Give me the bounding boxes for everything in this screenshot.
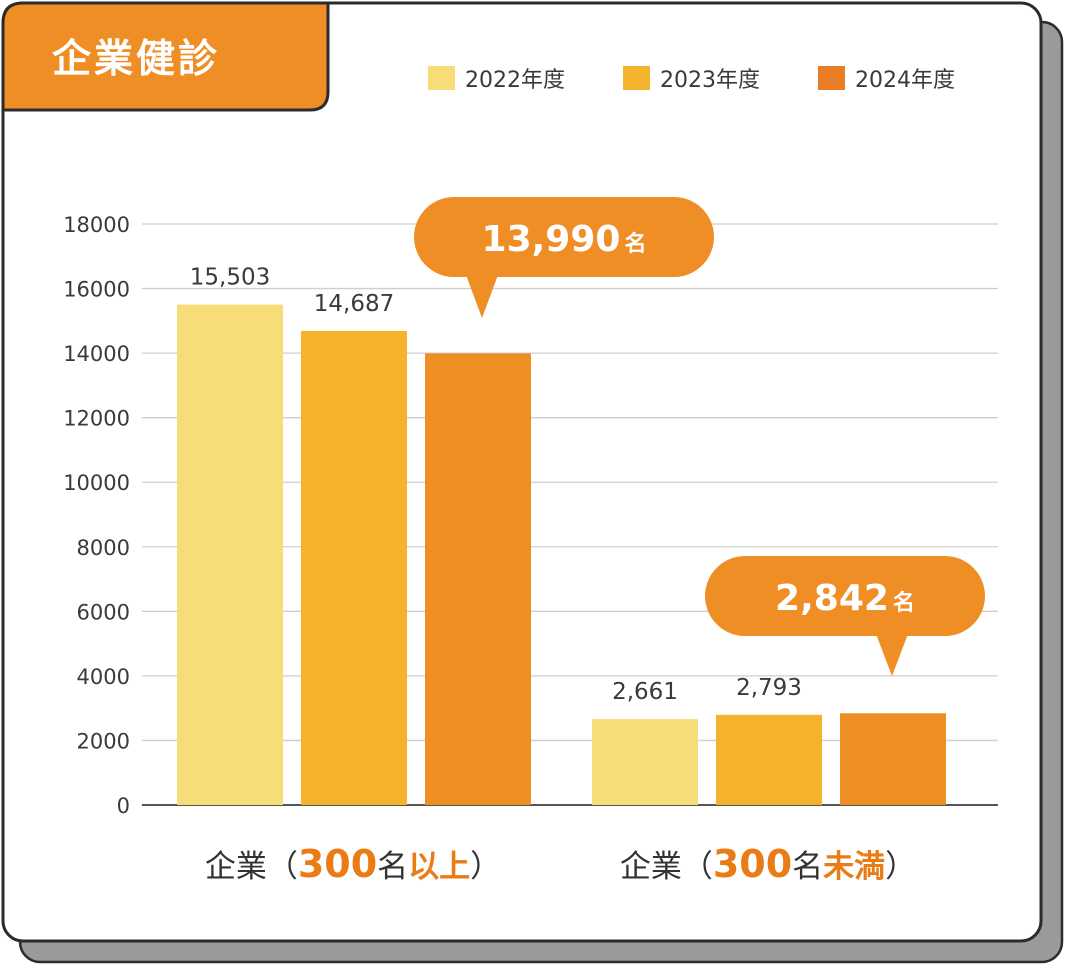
data-label: 14,687 xyxy=(314,291,394,317)
category-part: ） xyxy=(885,849,916,885)
bar-2022年度-over300 xyxy=(177,304,283,805)
bar-2023年度-over300 xyxy=(301,330,407,805)
bars xyxy=(177,304,946,805)
category-part: 企業（ xyxy=(205,849,298,885)
category-part: ） xyxy=(470,849,501,885)
category-part: 未満 xyxy=(823,849,885,885)
category-part: 名 xyxy=(792,849,823,885)
legend-swatch-2024 xyxy=(818,66,845,90)
category-part: 名 xyxy=(377,849,408,885)
category-part: 300 xyxy=(298,842,377,886)
y-tick-label: 2000 xyxy=(77,729,130,753)
value-callout: 13,990 名 xyxy=(414,197,714,318)
data-label: 2,661 xyxy=(612,679,678,705)
callout-unit: 名 xyxy=(624,231,646,257)
callout-unit: 名 xyxy=(893,590,915,616)
legend-label-2022: 2022年度 xyxy=(465,68,565,93)
y-tick-label: 14000 xyxy=(63,342,130,366)
y-axis-ticks: 0 2000 4000 6000 8000 10000 12000 14000 16000 180… xyxy=(63,213,130,818)
callout-text: 13,990 名 xyxy=(482,219,647,260)
legend-swatch-2022 xyxy=(428,66,455,90)
callout-bubble xyxy=(705,556,985,636)
bar-2022年度-under300 xyxy=(592,719,698,805)
bar-2023年度-under300 xyxy=(716,714,822,805)
y-tick-label: 12000 xyxy=(63,407,130,431)
legend-swatch-2023 xyxy=(623,66,650,90)
callout-number: 2,842 xyxy=(775,578,889,619)
legend-label-2024: 2024年度 xyxy=(855,68,955,93)
title-tab xyxy=(1,1,330,112)
data-labels: 15,503 2,661 14,687 2,793 xyxy=(190,265,802,706)
bar-2024年度-over300 xyxy=(425,353,531,805)
category-part: 企業（ xyxy=(620,849,713,885)
x-category-label: 企業（300名未満） xyxy=(620,842,916,886)
y-tick-label: 16000 xyxy=(63,278,130,302)
legend: 2022年度 2023年度 2024年度 xyxy=(428,66,955,93)
callout-bubble xyxy=(414,197,714,277)
chart-title: 企業健診 xyxy=(52,37,220,82)
y-tick-label: 10000 xyxy=(63,471,130,495)
x-axis-categories: 企業（300名以上） 企業（300名未満） xyxy=(205,842,916,886)
x-category-label: 企業（300名以上） xyxy=(205,842,501,886)
callout-text: 2,842 名 xyxy=(775,578,915,619)
y-tick-label: 0 xyxy=(117,794,130,818)
legend-label-2023: 2023年度 xyxy=(660,68,760,93)
category-part: 300 xyxy=(713,842,792,886)
callout-number: 13,990 xyxy=(482,219,621,260)
y-tick-label: 6000 xyxy=(77,600,130,624)
y-tick-label: 4000 xyxy=(77,665,130,689)
data-label: 15,503 xyxy=(190,265,270,291)
value-callout: 2,842 名 xyxy=(705,556,985,676)
bar-2024年度-under300 xyxy=(840,713,946,805)
callouts: 13,990 名2,842 名 xyxy=(414,197,985,676)
data-label: 2,793 xyxy=(736,675,802,701)
callout-pointer xyxy=(876,634,908,676)
category-part: 以上 xyxy=(408,849,470,885)
y-tick-label: 18000 xyxy=(63,213,130,237)
callout-pointer xyxy=(466,275,498,318)
y-tick-label: 8000 xyxy=(77,536,130,560)
